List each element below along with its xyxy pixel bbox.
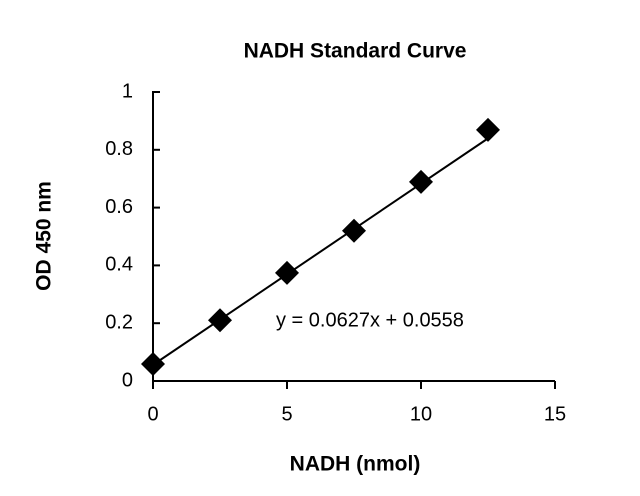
data-point — [409, 169, 433, 194]
y-axis-label: OD 450 nm — [33, 181, 56, 291]
y-tick-label: 0.8 — [105, 138, 133, 160]
x-tick-label: 10 — [410, 403, 432, 425]
x-tick-label: 5 — [281, 403, 292, 425]
y-tick-label: 1 — [122, 80, 133, 102]
y-tick-label: 0.2 — [105, 311, 133, 333]
data-point — [342, 218, 366, 243]
chart-title: NADH Standard Curve — [244, 40, 467, 63]
data-point — [141, 351, 165, 376]
x-tick-label: 0 — [147, 403, 158, 425]
y-tick-label: 0.4 — [105, 254, 133, 276]
y-tick-label: 0.6 — [105, 196, 133, 218]
data-point — [275, 260, 299, 285]
data-point — [476, 117, 500, 142]
trendline-equation: y = 0.0627x + 0.0558 — [276, 309, 464, 331]
trendline — [152, 137, 489, 366]
data-point — [208, 308, 232, 333]
x-axis-label: NADH (nmol) — [290, 453, 421, 476]
x-tick-label: 15 — [544, 403, 566, 425]
y-tick-label: 0 — [122, 369, 133, 391]
